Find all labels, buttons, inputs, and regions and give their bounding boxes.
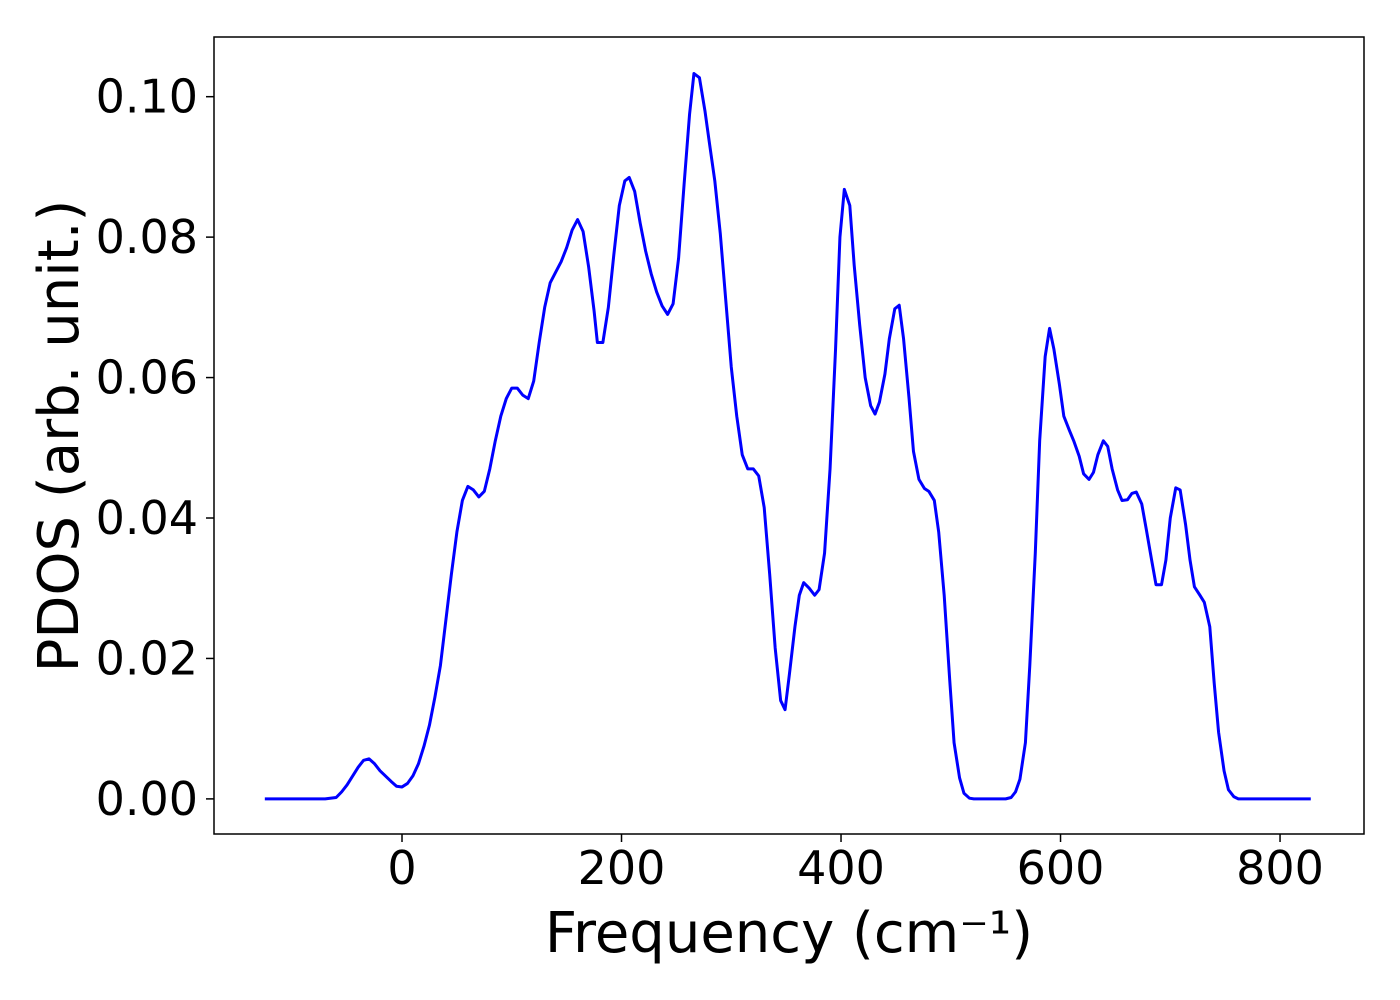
- plot-frame: [213, 36, 1365, 835]
- x-tick-label: 600: [1017, 841, 1105, 895]
- x-axis-label: Frequency (cm⁻¹): [545, 901, 1033, 966]
- y-tick-label: 0.08: [96, 210, 198, 264]
- y-tick-label: 0.00: [96, 772, 198, 826]
- y-tick-label: 0.10: [96, 70, 198, 124]
- data-line: [264, 72, 1311, 801]
- x-tick-label: 200: [578, 841, 666, 895]
- y-tick-label: 0.02: [96, 631, 198, 685]
- y-tick-label: 0.04: [96, 491, 198, 545]
- y-axis-label: PDOS (arb. unit.): [27, 200, 92, 673]
- y-tick-label: 0.06: [96, 351, 198, 405]
- x-tick-label: 400: [797, 841, 885, 895]
- x-tick-label: 0: [387, 841, 416, 895]
- x-tick-label: 800: [1236, 841, 1324, 895]
